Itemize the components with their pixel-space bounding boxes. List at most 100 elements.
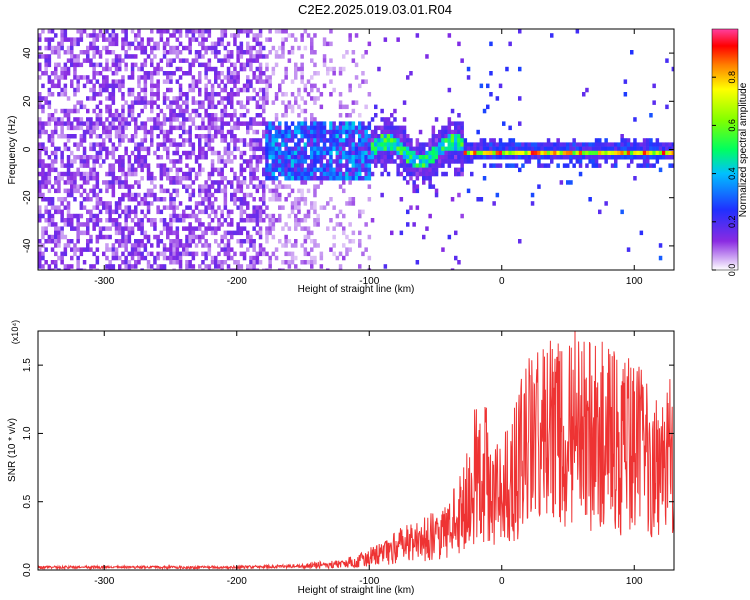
heatmap-cell — [262, 129, 266, 135]
heatmap-cell — [406, 134, 410, 139]
heatmap-cell — [156, 66, 160, 72]
heatmap-cell — [630, 142, 634, 147]
heatmap-cell — [47, 29, 52, 34]
heatmap-cell — [383, 264, 388, 269]
heatmap-cell — [98, 155, 103, 160]
heatmap-cell — [204, 113, 208, 118]
heatmap-cell — [201, 243, 205, 248]
heatmap-cell — [454, 171, 458, 177]
heatmap-cell — [284, 138, 288, 143]
heatmap-cell — [278, 197, 282, 202]
heatmap-cell — [226, 243, 231, 248]
heatmap-cell — [441, 163, 445, 168]
heatmap-cell — [118, 201, 122, 206]
heatmap-cell — [268, 155, 272, 160]
heatmap-cell — [489, 92, 493, 97]
heatmap-cell — [175, 247, 180, 252]
heatmap-cell — [358, 129, 362, 135]
heatmap-cell — [223, 150, 228, 156]
heatmap-cell — [252, 255, 256, 261]
heatmap-cell — [82, 230, 87, 236]
heatmap-cell — [242, 121, 247, 126]
heatmap-cell — [41, 264, 45, 269]
heatmap-cell — [332, 176, 336, 181]
heatmap-cell — [281, 243, 285, 248]
heatmap-cell — [364, 163, 368, 168]
heatmap-cell — [143, 255, 148, 261]
heatmap-cell — [614, 142, 618, 147]
heatmap-cell — [223, 230, 228, 236]
heatmap-cell — [246, 45, 250, 51]
heatmap-cell — [278, 45, 282, 51]
heatmap-cell — [41, 176, 45, 181]
heatmap-cell — [418, 129, 423, 135]
heatmap-cell — [210, 66, 215, 72]
heatmap-cell — [169, 260, 173, 265]
heatmap-cell — [50, 159, 55, 164]
heatmap-cell — [159, 108, 164, 114]
heatmap-cell — [79, 192, 84, 198]
heatmap-cell — [73, 108, 77, 114]
heatmap-cell — [130, 66, 135, 72]
heatmap-cell — [639, 155, 644, 160]
heatmap-cell — [38, 205, 42, 210]
heatmap-cell — [188, 83, 192, 89]
heatmap-cell — [281, 155, 285, 160]
heatmap-cell — [236, 71, 240, 76]
heatmap-cell — [284, 71, 288, 76]
heatmap-cell — [377, 138, 381, 143]
heatmap-cell — [105, 201, 109, 206]
heatmap-cell — [457, 129, 461, 135]
heatmap-cell — [249, 213, 253, 219]
heatmap-cell — [422, 163, 426, 168]
heatmap-cell — [127, 226, 132, 231]
heatmap-cell — [402, 134, 407, 139]
heatmap-cell — [278, 142, 282, 147]
heatmap-cell — [207, 188, 212, 194]
heatmap-cell — [342, 129, 346, 135]
heatmap-cell — [217, 129, 221, 135]
heatmap-cell — [604, 142, 608, 147]
heatmap-cell — [300, 167, 304, 173]
heatmap-cell — [399, 230, 404, 236]
heatmap-cell — [57, 239, 61, 244]
heatmap-cell — [255, 260, 260, 265]
heatmap-cell — [41, 71, 45, 76]
heatmap-cell — [169, 192, 173, 198]
heatmap-cell — [604, 155, 608, 160]
heatmap-cell — [620, 155, 624, 160]
heatmap-cell — [194, 234, 199, 240]
heatmap-cell — [201, 230, 205, 236]
heatmap-cell — [38, 142, 42, 147]
heatmap-cell — [310, 205, 314, 210]
heatmap-cell — [38, 188, 42, 194]
heatmap-cell — [623, 146, 628, 152]
heatmap-cell — [668, 163, 672, 168]
heatmap-cell — [111, 29, 116, 34]
heatmap-cell — [386, 117, 391, 122]
heatmap-cell — [377, 150, 381, 156]
top-y-tick-label: -40 — [22, 238, 33, 253]
heatmap-cell — [521, 146, 525, 152]
heatmap-cell — [281, 129, 285, 135]
heatmap-cell — [345, 129, 349, 135]
heatmap-cell — [198, 218, 202, 223]
heatmap-cell — [249, 121, 253, 126]
heatmap-cell — [598, 150, 602, 156]
heatmap-cell — [262, 117, 266, 122]
heatmap-cell — [54, 155, 58, 160]
heatmap-cell — [476, 197, 480, 202]
heatmap-cell — [242, 255, 247, 261]
heatmap-cell — [338, 146, 343, 152]
heatmap-cell — [310, 230, 314, 236]
heatmap-cell — [156, 243, 160, 248]
heatmap-cell — [108, 234, 112, 240]
heatmap-cell — [121, 117, 125, 122]
heatmap-cell — [204, 45, 208, 51]
heatmap-cell — [220, 134, 224, 139]
heatmap-cell — [57, 176, 61, 181]
heatmap-cell — [178, 180, 183, 185]
heatmap-cell — [367, 163, 372, 168]
heatmap-cell — [444, 125, 448, 131]
heatmap-cell — [441, 155, 445, 160]
